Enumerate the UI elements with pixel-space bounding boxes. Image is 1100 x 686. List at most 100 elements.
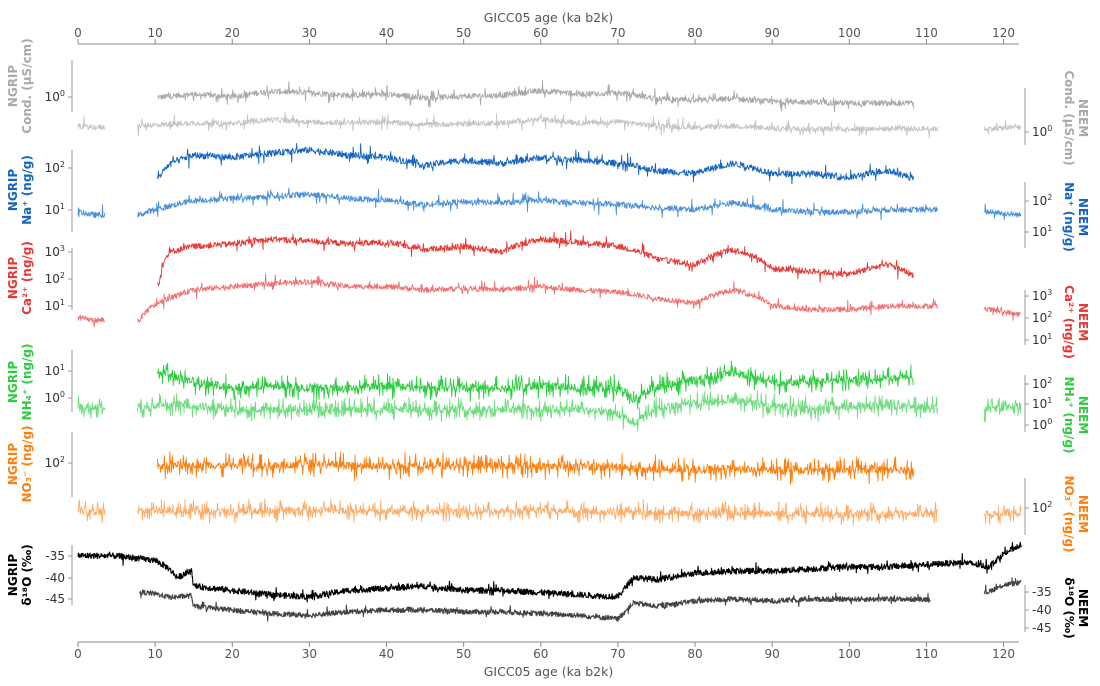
x-tick-label: 10: [147, 647, 162, 661]
series-line: [77, 499, 106, 524]
x-tick-label: 100: [838, 26, 861, 40]
right-axis-label-line: NEEM: [1076, 99, 1090, 137]
left-axis-label: NGRIP NO₃⁻ (ng/g): [6, 425, 34, 502]
left-tick-label: 102: [45, 271, 65, 286]
x-tick-label: 110: [915, 647, 938, 661]
series-ngrip-d18O: [77, 541, 1022, 603]
left-tick-label: 102: [45, 455, 65, 470]
left-axis-label-line: Na⁺ (ng/g): [20, 155, 34, 225]
x-tick-label: 100: [838, 647, 861, 661]
left-axis-label: NGRIP Na⁺ (ng/g): [6, 155, 34, 225]
series-line: [983, 397, 1022, 423]
series-neem-calcium: [77, 273, 1022, 328]
x-tick-label: 50: [456, 26, 471, 40]
series-neem-ammonium: [77, 390, 1022, 432]
axes-frame: 0 10 20 30 40 50 60 70 80 90 100 110 120 0 10 20 30 40 50 6…: [74, 26, 1019, 661]
left-tick-label: 101: [45, 202, 65, 217]
series-line: [136, 111, 938, 139]
series-line: [136, 187, 938, 221]
series-neem-sodium: [77, 187, 1022, 221]
right-tick-label: 102: [1032, 500, 1052, 515]
right-tick-label: -40: [1032, 603, 1052, 617]
right-tick-label: 103: [1032, 288, 1052, 303]
x-axis-title-top: GICC05 age (ka b2k): [484, 10, 614, 25]
x-tick-label: 60: [533, 26, 548, 40]
right-tick-label: -35: [1032, 585, 1052, 599]
left-tick-label: -40: [45, 571, 65, 585]
series-neem-d18O: [139, 577, 1022, 623]
right-tick-label: 102: [1032, 376, 1052, 391]
series-line: [77, 395, 106, 419]
x-tick-label: 30: [302, 26, 317, 40]
x-tick-label: 0: [74, 647, 82, 661]
left-tick-label: -35: [45, 549, 65, 563]
left-axis-label: NGRIP δ¹⁸O (‰): [6, 544, 34, 605]
x-tick-label: 70: [610, 26, 625, 40]
right-tick-label: -45: [1032, 621, 1052, 635]
series-line: [136, 390, 938, 432]
left-tick-label: 101: [45, 298, 65, 313]
x-axis-title-bottom: GICC05 age (ka b2k): [484, 664, 614, 679]
series-ngrip-sodium: [156, 142, 915, 185]
x-tick-label: 120: [992, 26, 1015, 40]
right-axis-label-line: NEEM: [1076, 396, 1090, 434]
right-tick-label: 102: [1032, 310, 1052, 325]
series-line: [77, 204, 106, 219]
series-line: [139, 589, 931, 623]
x-tick-label: 90: [765, 26, 780, 40]
series-line: [136, 498, 938, 526]
x-tick-label: 20: [225, 26, 240, 40]
x-tick-label: 40: [379, 647, 394, 661]
series-neem-nitrate: [77, 498, 1022, 526]
x-tick-label: 120: [992, 647, 1015, 661]
series-line: [157, 80, 915, 113]
x-tick-label: 10: [147, 26, 162, 40]
x-tick-label: 110: [915, 26, 938, 40]
right-axis-label-line: Cond. (µS/cm): [1062, 70, 1076, 165]
right-tick-label: 100: [1032, 124, 1052, 139]
left-axis-label-line: NGRIP: [6, 554, 20, 597]
right-axis-label-line: NEEM: [1076, 198, 1090, 236]
series-line: [983, 119, 1022, 135]
right-axis-label-line: Ca²⁺ (ng/g): [1062, 285, 1076, 359]
left-tick-label: 101: [45, 363, 65, 378]
left-tick-label: -45: [45, 592, 65, 606]
left-axis-label-line: NO₃⁻ (ng/g): [20, 425, 34, 502]
x-tick-label: 60: [533, 647, 548, 661]
series-ngrip-nitrate: [156, 451, 915, 485]
x-tick-label: 20: [225, 647, 240, 661]
left-axis-label: NGRIP Ca²⁺ (ng/g): [6, 241, 34, 315]
right-axis-label-line: NO₃⁻ (ng/g): [1062, 475, 1076, 552]
right-axis-label-line: δ¹⁸O (‰): [1062, 577, 1076, 638]
left-axis-label-line: NGRIP: [6, 257, 20, 300]
left-axis-label-line: Ca²⁺ (ng/g): [20, 241, 34, 315]
right-axis-label-line: NEEM: [1076, 589, 1090, 627]
right-axis-label-line: NEEM: [1076, 495, 1090, 533]
right-tick-label: 101: [1032, 396, 1052, 411]
left-axis-label-line: Cond. (µS/cm): [20, 38, 34, 133]
right-axis-label-line: NEEM: [1076, 303, 1090, 341]
series-neem-conductivity: [77, 111, 1022, 139]
x-tick-label: 30: [302, 647, 317, 661]
series-line: [77, 541, 1022, 603]
right-axis-label-line: NH₄⁺ (ng/g): [1062, 377, 1076, 454]
x-tick-label: 90: [765, 647, 780, 661]
series-line: [156, 360, 914, 410]
right-axis-label-line: Na⁺ (ng/g): [1062, 182, 1076, 252]
series-line: [77, 314, 105, 328]
left-axis-label-line: NGRIP: [6, 169, 20, 212]
series-line: [983, 504, 1022, 525]
right-tick-label: 100: [1032, 417, 1052, 432]
left-axis-label-line: NH₄⁺ (ng/g): [20, 344, 34, 421]
right-tick-label: 101: [1032, 332, 1052, 347]
x-tick-label: 40: [379, 26, 394, 40]
